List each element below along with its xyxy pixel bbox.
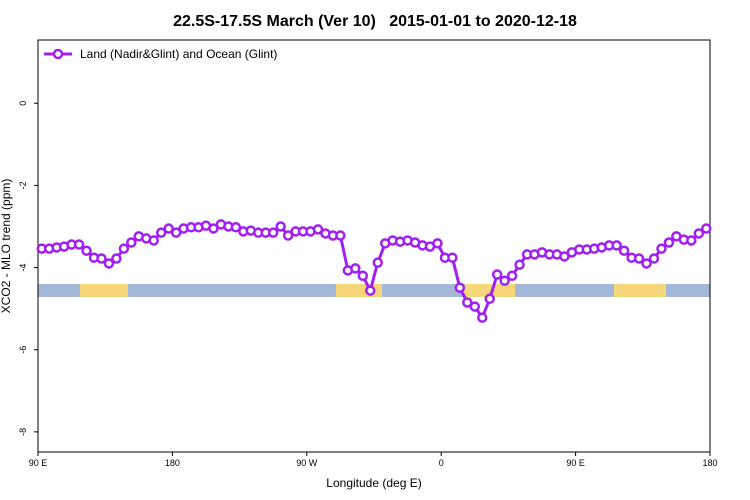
data-point [559,251,570,262]
y-tick-label: 0 [18,101,28,106]
y-tick-label: -2 [18,181,28,189]
x-axis-label: Longitude (deg E) [326,476,421,490]
data-point [641,258,652,269]
y-tick-label: -8 [18,428,28,436]
data-point [372,257,383,268]
y-axis-label: XCO2 - MLO trend (ppm) [0,179,13,314]
data-point [350,263,361,274]
data-point [275,221,286,232]
data-point [701,223,712,234]
land-patch [614,284,666,297]
data-point [103,258,115,269]
x-tick-label: 0 [439,458,444,468]
data-point [208,223,219,234]
data-point [73,239,85,250]
data-point [96,253,107,264]
data-point [282,230,294,241]
data-point [312,224,324,235]
data-point [514,259,525,270]
data-point [477,312,488,323]
data-point [267,227,279,238]
y-tick-label: -4 [18,264,28,272]
x-tick-label: 90 E [29,458,48,468]
data-point [656,243,667,254]
x-tick-label: 90 E [566,458,585,468]
data-point [663,237,675,248]
chart-title: 22.5S-17.5S March (Ver 10) 2015-01-01 to… [173,13,577,30]
data-point [81,245,92,256]
data-point [686,235,697,246]
x-tick-label: 90 W [296,458,318,468]
data-point [611,240,622,251]
data-point [155,227,167,238]
data-point [499,275,510,286]
data-point [118,243,130,254]
data-point [506,270,518,282]
x-tick-label: 180 [702,458,717,468]
land-patch [463,284,515,297]
data-point [357,270,369,282]
y-tick-label: -6 [18,346,28,354]
data-point [454,282,466,293]
x-tick-label: 180 [165,458,180,468]
data-point [365,285,376,296]
data-point [148,235,159,246]
data-point [170,227,182,238]
data-point [126,237,137,248]
land-patch [80,284,128,297]
data-point [469,301,481,312]
data-point [447,252,458,263]
data-point [491,269,503,280]
legend-marker [52,48,64,60]
data-point [335,230,346,241]
legend-label: Land (Nadir&Glint) and Ocean (Glint) [80,47,277,61]
data-point [484,293,495,305]
data-point [111,253,122,264]
data-point [693,228,705,239]
data-point [163,223,174,234]
data-point [633,253,645,264]
data-point [648,253,660,264]
data-point [432,238,443,249]
data-point [462,297,473,308]
data-point [618,245,630,256]
data-point [230,222,242,233]
